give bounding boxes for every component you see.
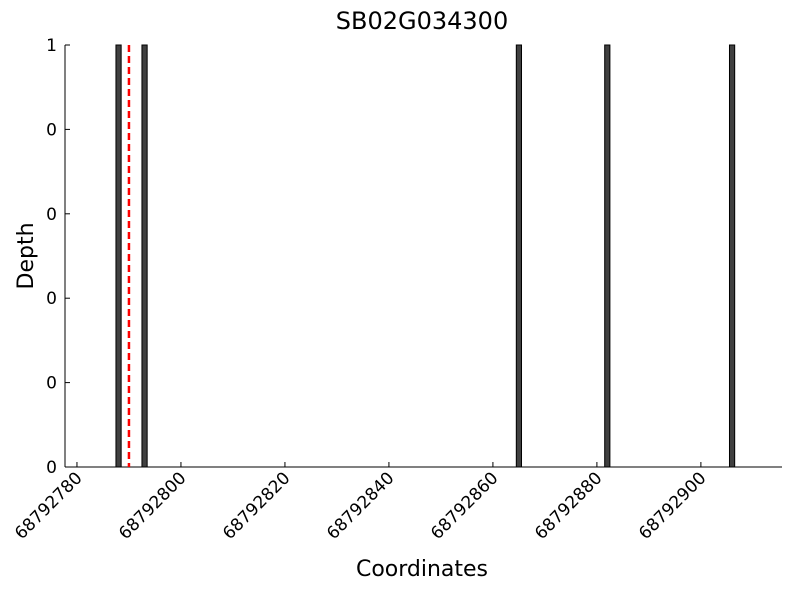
- x-tick-label: 68792820: [219, 468, 294, 543]
- bar: [141, 44, 148, 468]
- x-tick-label: 68792860: [427, 468, 502, 543]
- x-tick-label: 68792840: [323, 468, 398, 543]
- y-tick-label: 1: [46, 36, 57, 56]
- x-axis-label: Coordinates: [356, 557, 488, 582]
- bar: [115, 44, 122, 468]
- x-tick-label: 68792800: [115, 468, 190, 543]
- y-tick-label: 0: [46, 458, 57, 478]
- x-tick-label: 68792900: [635, 468, 710, 543]
- chart-title: SB02G034300: [336, 7, 508, 35]
- bar: [728, 44, 736, 468]
- y-tick-label: 0: [46, 205, 57, 225]
- y-tick-label: 0: [46, 289, 57, 309]
- bar: [515, 44, 523, 468]
- y-tick-label: 0: [46, 120, 57, 140]
- y-tick-label: 0: [46, 374, 57, 394]
- x-tick-label: 68792780: [11, 468, 86, 543]
- bar: [604, 44, 611, 468]
- x-tick-label: 68792880: [531, 468, 606, 543]
- y-axis-label: Depth: [14, 222, 39, 289]
